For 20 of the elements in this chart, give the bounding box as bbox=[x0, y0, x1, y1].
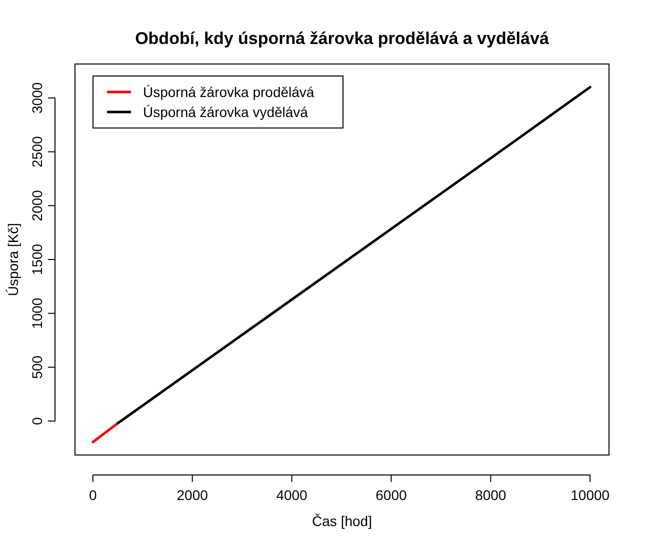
x-tick-label: 0 bbox=[89, 487, 97, 503]
y-tick-label: 500 bbox=[29, 355, 45, 379]
line-series bbox=[92, 422, 120, 444]
legend-label: Úsporná žárovka prodělává bbox=[143, 84, 314, 100]
y-tick-label: 1500 bbox=[29, 244, 45, 276]
y-tick-label: 2500 bbox=[29, 136, 45, 168]
x-tick-label: 6000 bbox=[376, 487, 408, 503]
x-axis-title: Čas [hod] bbox=[312, 513, 372, 529]
chart-title: Období, kdy úsporná žárovka prodělává a vydělává bbox=[135, 29, 550, 48]
y-tick-label: 2000 bbox=[29, 190, 45, 222]
x-tick-label: 2000 bbox=[176, 487, 208, 503]
x-tick-label: 10000 bbox=[570, 487, 610, 503]
y-tick-label: 1000 bbox=[29, 298, 45, 329]
x-tick-label: 4000 bbox=[276, 487, 308, 503]
line-series bbox=[116, 86, 592, 424]
legend-label: Úsporná žárovka vydělává bbox=[143, 104, 308, 120]
y-tick-label: 0 bbox=[29, 416, 45, 425]
y-tick-label: 3000 bbox=[29, 82, 45, 114]
x-tick-label: 8000 bbox=[475, 487, 506, 503]
y-axis-title: Úspora [Kč] bbox=[5, 222, 21, 296]
